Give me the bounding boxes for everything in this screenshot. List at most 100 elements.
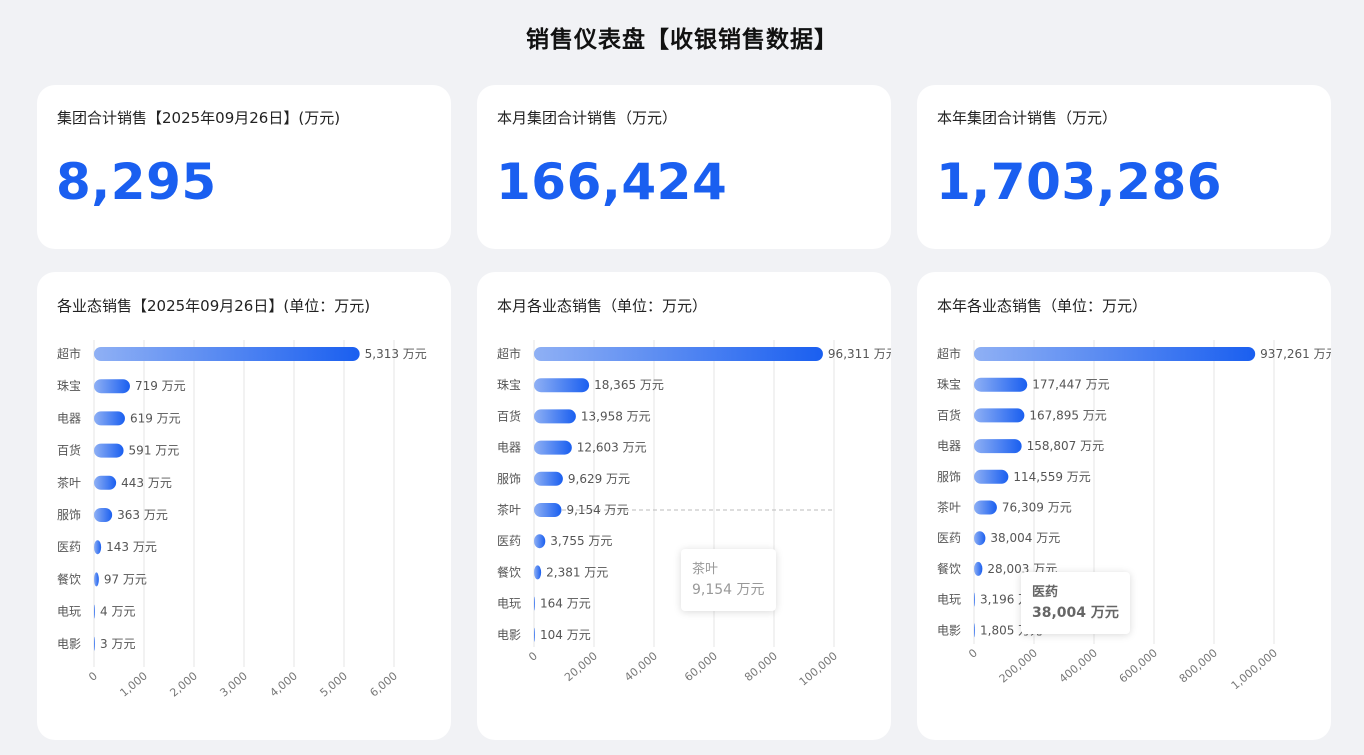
bar xyxy=(974,561,983,576)
value-label: 164 万元 xyxy=(540,597,591,611)
value-label: 9,629 万元 xyxy=(568,472,630,486)
value-label: 9,154 万元 xyxy=(566,503,628,517)
x-tick-label: 20,000 xyxy=(562,649,600,684)
tooltip-value: 9,154 万元 xyxy=(692,582,765,598)
category-label: 服饰 xyxy=(57,508,81,522)
chart-tooltip: 医药 38,004 万元 xyxy=(1021,572,1130,634)
tooltip-value: 38,004 万元 xyxy=(1032,605,1119,621)
value-label: 3 万元 xyxy=(100,637,135,651)
category-label: 茶叶 xyxy=(497,502,521,517)
x-tick-label: 40,000 xyxy=(622,649,660,684)
category-label: 电影 xyxy=(57,637,81,651)
bar-chart-today[interactable]: 0 1,000 2,000 3,000 4,000 5,000 6,000 超市 5,313 万… xyxy=(37,272,451,740)
x-tick-label: 0 xyxy=(526,649,540,663)
bar xyxy=(94,411,125,426)
bar xyxy=(534,565,542,580)
kpi-label: 集团合计销售【2025年09月26日】(万元) xyxy=(57,109,341,127)
chart-card-month: 0 20,000 40,000 60,000 80,000 100,000 超市 96,311… xyxy=(477,272,891,740)
bar xyxy=(94,572,99,587)
value-label: 167,895 万元 xyxy=(1029,408,1106,422)
x-tick-label: 200,000 xyxy=(997,646,1040,685)
category-label: 餐饮 xyxy=(497,564,521,579)
x-tick-label: 800,000 xyxy=(1177,646,1220,685)
x-tick-label: 1,000 xyxy=(117,669,149,699)
category-label: 电器 xyxy=(497,441,521,455)
value-label: 12,603 万元 xyxy=(577,441,647,455)
chart-title: 本年各业态销售（单位：万元） xyxy=(937,297,1148,315)
x-tick-label: 6,000 xyxy=(367,669,399,699)
value-label: 114,559 万元 xyxy=(1013,470,1090,484)
value-label: 38,004 万元 xyxy=(990,531,1060,545)
value-label: 96,311 万元 xyxy=(828,347,891,361)
value-label: 158,807 万元 xyxy=(1027,439,1104,453)
chart-card-year: 0 200,000 400,000 600,000 800,000 1,000,000 超市… xyxy=(917,272,1331,740)
category-label: 百货 xyxy=(937,407,961,422)
category-label: 百货 xyxy=(497,408,521,423)
x-tick-label: 4,000 xyxy=(267,669,299,699)
category-label: 餐饮 xyxy=(57,571,81,586)
bar xyxy=(534,503,562,517)
bar xyxy=(974,623,975,638)
bar xyxy=(94,636,95,651)
category-label: 餐饮 xyxy=(937,561,961,576)
chart-title: 本月各业态销售（单位：万元） xyxy=(497,297,708,315)
x-tick-label: 3,000 xyxy=(217,669,249,699)
value-label: 18,365 万元 xyxy=(594,378,664,392)
value-label: 719 万元 xyxy=(135,379,186,393)
bar-chart-year[interactable]: 0 200,000 400,000 600,000 800,000 1,000,000 超市… xyxy=(917,272,1331,740)
bar xyxy=(974,469,1009,484)
bar xyxy=(94,540,102,555)
x-tick-label: 0 xyxy=(966,646,980,660)
kpi-label: 本年集团合计销售（万元） xyxy=(937,109,1118,127)
category-label: 医药 xyxy=(937,531,961,545)
category-label: 医药 xyxy=(57,540,81,554)
category-label: 珠宝 xyxy=(57,379,81,393)
value-label: 3,755 万元 xyxy=(550,534,612,548)
kpi-card-month: 本月集团合计销售（万元） 166,424 xyxy=(477,85,891,249)
x-tick-label: 400,000 xyxy=(1057,646,1100,685)
category-label: 超市 xyxy=(57,346,81,361)
bar xyxy=(534,471,563,486)
x-tick-label: 2,000 xyxy=(167,669,199,699)
x-tick-label: 0 xyxy=(86,669,100,683)
category-label: 茶叶 xyxy=(937,500,961,515)
kpi-label: 本月集团合计销售（万元） xyxy=(497,109,678,127)
category-label: 电玩 xyxy=(57,605,81,619)
value-label: 2,381 万元 xyxy=(546,565,608,579)
value-label: 4 万元 xyxy=(100,605,135,619)
bar xyxy=(974,592,975,607)
bar xyxy=(94,347,360,361)
category-label: 电器 xyxy=(937,439,961,453)
x-tick-label: 60,000 xyxy=(682,649,720,684)
bar xyxy=(534,378,590,393)
page-title: 销售仪表盘【收银销售数据】 xyxy=(526,27,838,53)
category-label: 电玩 xyxy=(937,593,961,607)
value-label: 104 万元 xyxy=(540,628,591,642)
category-label: 珠宝 xyxy=(497,378,521,392)
kpi-card-today: 集团合计销售【2025年09月26日】(万元) 8,295 xyxy=(37,85,451,249)
bar xyxy=(974,500,997,515)
category-label: 电玩 xyxy=(497,597,521,611)
category-label: 珠宝 xyxy=(937,378,961,392)
tooltip-category: 医药 xyxy=(1032,585,1059,600)
category-label: 超市 xyxy=(937,346,961,361)
bar xyxy=(534,347,823,361)
chart-tooltip: 茶叶 9,154 万元 xyxy=(681,549,776,611)
bar-chart-month[interactable]: 0 20,000 40,000 60,000 80,000 100,000 超市 96,311… xyxy=(477,272,891,740)
kpi-card-year: 本年集团合计销售（万元） 1,703,286 xyxy=(917,85,1331,249)
category-label: 超市 xyxy=(497,346,521,361)
bar xyxy=(974,439,1022,454)
value-label: 5,313 万元 xyxy=(365,347,427,361)
bar xyxy=(974,408,1025,423)
x-tick-label: 600,000 xyxy=(1117,646,1160,685)
value-label: 937,261 万元 xyxy=(1260,347,1331,361)
value-label: 443 万元 xyxy=(121,476,172,490)
x-tick-label: 5,000 xyxy=(317,669,349,699)
bar xyxy=(94,604,95,619)
bar xyxy=(534,534,546,549)
kpi-value: 1,703,286 xyxy=(936,153,1223,211)
tooltip-category: 茶叶 xyxy=(692,562,719,577)
bar xyxy=(94,475,117,490)
value-label: 591 万元 xyxy=(129,444,180,458)
bar xyxy=(534,440,572,455)
